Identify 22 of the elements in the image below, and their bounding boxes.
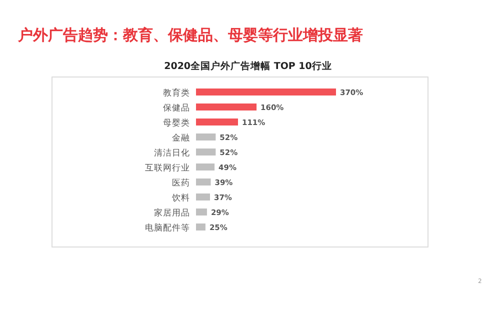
bar <box>196 118 238 126</box>
y-tick-label: 金融 <box>172 132 190 144</box>
y-tick-label: 医药 <box>172 178 190 188</box>
y-tick-label: 电脑配件等 <box>145 222 190 234</box>
bar <box>196 208 207 216</box>
bar <box>196 224 206 230</box>
chart-subtitle: 2020全国户外广告增幅 TOP 10行业 <box>164 60 332 72</box>
y-tick-label: 母婴类 <box>163 118 190 128</box>
bar <box>196 88 336 96</box>
y-tick-label: 互联网行业 <box>145 162 190 174</box>
y-tick-label: 教育类 <box>163 88 190 98</box>
bar <box>196 178 211 186</box>
y-tick-label: 饮料 <box>171 192 190 204</box>
bar <box>196 148 216 156</box>
y-tick-label: 保健品 <box>163 102 190 114</box>
bar <box>196 104 257 110</box>
y-tick-label: 家居用品 <box>154 208 190 218</box>
y-tick-label: 清洁日化 <box>154 148 190 158</box>
bar <box>196 134 216 140</box>
bar <box>196 194 210 200</box>
chart-title: 户外广告趋势：教育、保健品、母婴等行业增投显著 <box>17 26 363 44</box>
bar <box>196 164 215 170</box>
